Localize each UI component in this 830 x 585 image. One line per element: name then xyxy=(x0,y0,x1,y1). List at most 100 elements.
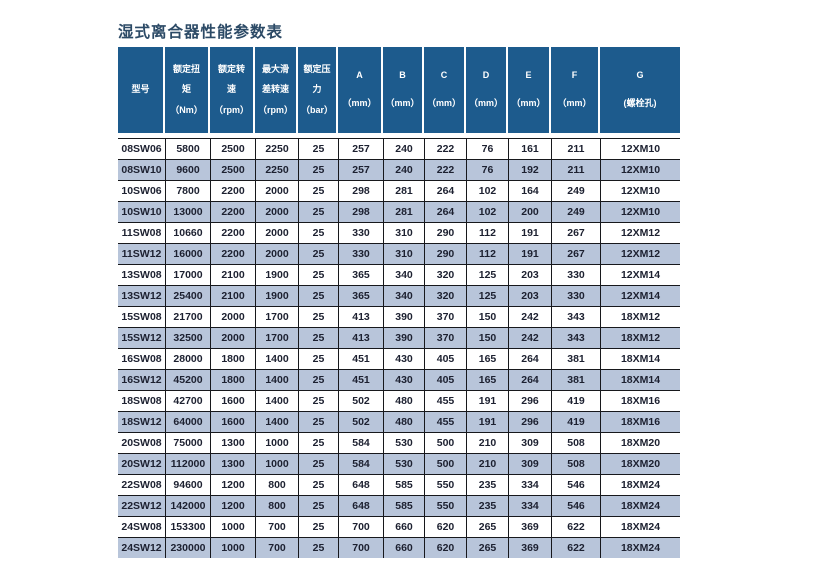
value-cell: 500 xyxy=(424,453,466,474)
value-cell: 191 xyxy=(466,411,508,432)
table-row: 08SW10 9600 2500 2250 25 257 240 222 76 192 211 12X… xyxy=(118,159,680,180)
table-row: 22SW12 142000 1200 800 25 648 585 550 235 334 546 1… xyxy=(118,495,680,516)
column-header-dim-g: G (螺栓孔) xyxy=(600,47,680,133)
page-title: 湿式离合器性能参数表 xyxy=(118,24,284,41)
model-cell: 22SW08 xyxy=(118,474,165,495)
value-cell: 25 xyxy=(298,369,338,390)
value-cell: 75000 xyxy=(165,432,210,453)
value-cell: 267 xyxy=(551,243,600,264)
value-cell: 102 xyxy=(466,201,508,222)
table-body: 08SW06 5800 2500 2250 25 257 240 222 76 161 211 12X… xyxy=(118,138,680,558)
table-row: 10SW06 7800 2200 2000 25 298 281 264 102 164 249 12… xyxy=(118,180,680,201)
column-header-max-slip-speed: 最大滑 差转速 （rpm） xyxy=(255,47,298,133)
value-cell: 430 xyxy=(383,369,424,390)
model-cell: 15SW12 xyxy=(118,327,165,348)
value-cell: 1700 xyxy=(255,327,298,348)
column-header-dim-d: D （mm） xyxy=(466,47,508,133)
value-cell: 1400 xyxy=(255,411,298,432)
value-cell: 235 xyxy=(466,495,508,516)
value-cell: 25400 xyxy=(165,285,210,306)
value-cell: 16000 xyxy=(165,243,210,264)
value-cell: 451 xyxy=(338,348,383,369)
value-cell: 210 xyxy=(466,432,508,453)
value-cell: 32500 xyxy=(165,327,210,348)
value-cell: 584 xyxy=(338,453,383,474)
value-cell: 12XM14 xyxy=(600,264,680,285)
value-cell: 25 xyxy=(298,453,338,474)
value-cell: 1900 xyxy=(255,285,298,306)
value-cell: 1000 xyxy=(255,432,298,453)
value-cell: 2200 xyxy=(210,180,255,201)
value-cell: 365 xyxy=(338,264,383,285)
value-cell: 28000 xyxy=(165,348,210,369)
value-cell: 165 xyxy=(466,348,508,369)
value-cell: 2500 xyxy=(210,138,255,159)
value-cell: 25 xyxy=(298,138,338,159)
value-cell: 508 xyxy=(551,432,600,453)
value-cell: 2200 xyxy=(210,222,255,243)
column-header-line: （rpm） xyxy=(213,104,249,115)
value-cell: 309 xyxy=(508,453,551,474)
model-cell: 08SW06 xyxy=(118,138,165,159)
value-cell: 502 xyxy=(338,411,383,432)
value-cell: 1400 xyxy=(255,348,298,369)
value-cell: 2000 xyxy=(255,201,298,222)
value-cell: 330 xyxy=(338,243,383,264)
value-cell: 25 xyxy=(298,201,338,222)
value-cell: 18XM24 xyxy=(600,495,680,516)
value-cell: 203 xyxy=(508,285,551,306)
value-cell: 12XM10 xyxy=(600,180,680,201)
value-cell: 18XM12 xyxy=(600,306,680,327)
value-cell: 21700 xyxy=(165,306,210,327)
value-cell: 112000 xyxy=(165,453,210,474)
value-cell: 112 xyxy=(466,243,508,264)
value-cell: 1800 xyxy=(210,369,255,390)
value-cell: 298 xyxy=(338,201,383,222)
value-cell: 1200 xyxy=(210,495,255,516)
value-cell: 249 xyxy=(551,201,600,222)
value-cell: 1600 xyxy=(210,411,255,432)
model-cell: 13SW12 xyxy=(118,285,165,306)
value-cell: 12XM12 xyxy=(600,243,680,264)
value-cell: 25 xyxy=(298,474,338,495)
value-cell: 530 xyxy=(383,432,424,453)
value-cell: 2100 xyxy=(210,264,255,285)
value-cell: 25 xyxy=(298,516,338,537)
table-row: 18SW08 42700 1600 1400 25 502 480 455 191 296 419 1… xyxy=(118,390,680,411)
column-header-line: （rpm） xyxy=(257,104,293,115)
column-header-line: F xyxy=(571,70,578,81)
value-cell: 25 xyxy=(298,285,338,306)
value-cell: 191 xyxy=(508,243,551,264)
column-header-line: 额定扭 xyxy=(172,63,200,74)
column-header-line: E xyxy=(525,70,532,81)
table-row: 16SW12 45200 1800 1400 25 451 430 405 165 264 381 1… xyxy=(118,369,680,390)
value-cell: 125 xyxy=(466,285,508,306)
value-cell: 2000 xyxy=(255,222,298,243)
value-cell: 2250 xyxy=(255,159,298,180)
value-cell: 210 xyxy=(466,453,508,474)
value-cell: 500 xyxy=(424,432,466,453)
value-cell: 419 xyxy=(551,411,600,432)
model-cell: 22SW12 xyxy=(118,495,165,516)
value-cell: 142000 xyxy=(165,495,210,516)
value-cell: 264 xyxy=(424,180,466,201)
column-header-line: （mm） xyxy=(342,97,377,108)
value-cell: 222 xyxy=(424,138,466,159)
value-cell: 546 xyxy=(551,495,600,516)
model-cell: 11SW08 xyxy=(118,222,165,243)
column-header-line: C xyxy=(440,70,448,81)
value-cell: 18XM16 xyxy=(600,390,680,411)
column-header-rated-pressure: 额定压力 （bar） xyxy=(298,47,338,133)
value-cell: 405 xyxy=(424,348,466,369)
value-cell: 153300 xyxy=(165,516,210,537)
value-cell: 191 xyxy=(508,222,551,243)
value-cell: 25 xyxy=(298,264,338,285)
value-cell: 42700 xyxy=(165,390,210,411)
model-cell: 11SW12 xyxy=(118,243,165,264)
value-cell: 25 xyxy=(298,411,338,432)
value-cell: 18XM20 xyxy=(600,432,680,453)
value-cell: 1300 xyxy=(210,432,255,453)
column-header-dim-f: F （mm） xyxy=(551,47,600,133)
column-header-rated-speed: 额定转速 （rpm） xyxy=(210,47,255,133)
